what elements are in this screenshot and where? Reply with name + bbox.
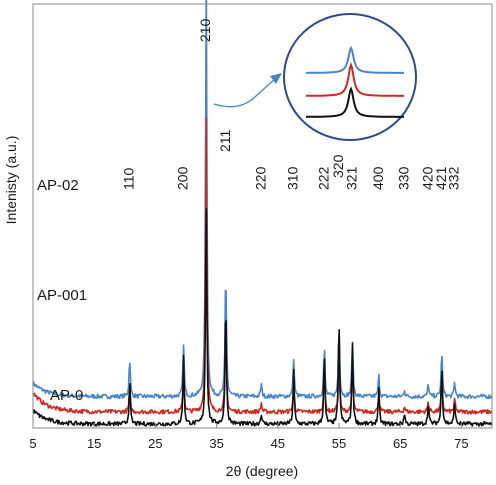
inset-arrow-line — [213, 77, 277, 108]
zoom-inset — [213, 13, 417, 141]
miller-index-210: 210 — [197, 18, 213, 42]
series-label-ap-0: AP-0 — [50, 387, 83, 404]
x-tick-label: 75 — [454, 436, 468, 451]
plot-border — [32, 3, 493, 429]
x-tick-label: 25 — [148, 436, 162, 451]
x-axis-label: 2θ (degree) — [226, 463, 298, 479]
inset-arrow-head — [270, 73, 282, 84]
inset-trace-ap-0 — [306, 86, 404, 118]
miller-index-332: 332 — [446, 166, 462, 190]
inset-trace-ap-02 — [306, 45, 404, 74]
x-tick-label: 65 — [393, 436, 407, 451]
x-axis-ticks: 5 15 25 35 45 55 65 75 — [29, 423, 469, 451]
series-line-ap-02 — [32, 0, 493, 400]
series-line-ap-0 — [32, 207, 493, 427]
miller-index-110: 110 — [121, 167, 137, 190]
miller-index-310: 310 — [285, 166, 301, 190]
miller-index-400: 400 — [370, 166, 386, 190]
inset-trace-ap-001 — [306, 62, 404, 97]
series-label-ap-02: AP-02 — [37, 177, 79, 194]
x-tick-label: 55 — [332, 436, 346, 451]
x-tick-label: 45 — [271, 436, 285, 451]
miller-index-211: 211 — [217, 129, 233, 152]
x-tick-label: 5 — [29, 436, 36, 451]
miller-index-200: 200 — [175, 166, 191, 190]
miller-index-222: 222 — [315, 166, 331, 190]
plot-frame — [32, 3, 493, 429]
miller-index-321: 321 — [344, 166, 360, 190]
miller-index-330: 330 — [396, 166, 412, 190]
series-labels: AP-02 AP-001 AP-0 — [37, 177, 87, 404]
series-line-ap-001 — [32, 117, 493, 415]
x-tick-label: 35 — [209, 436, 223, 451]
y-axis-label: Intenisty (a.u.) — [3, 136, 19, 225]
inset-circle — [283, 13, 417, 141]
miller-index-220: 220 — [252, 166, 268, 190]
series-label-ap-001: AP-001 — [37, 287, 87, 304]
miller-index-421: 421 — [433, 166, 449, 190]
miller-index-420: 420 — [419, 166, 435, 190]
miller-index-320: 320 — [330, 154, 346, 178]
diffraction-traces — [32, 0, 493, 427]
x-tick-label: 15 — [87, 436, 101, 451]
